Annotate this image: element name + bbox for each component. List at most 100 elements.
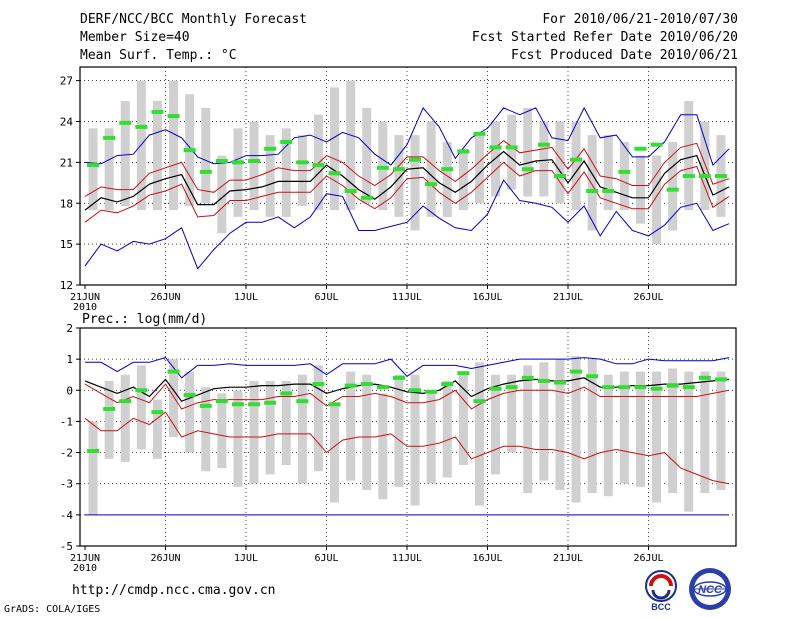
x-tick-label: 26JUL — [633, 553, 663, 564]
y-tick-label: 18 — [60, 197, 73, 210]
source-url[interactable]: http://cmdp.ncc.cma.gov.cn — [72, 583, 276, 598]
y-tick-label: 2 — [66, 322, 73, 335]
median-marker — [441, 167, 454, 172]
spread-bar — [136, 365, 146, 450]
spread-bar — [88, 421, 98, 515]
chart-title: DERF/NCC/BCC Monthly Forecast — [80, 12, 307, 27]
spread-bar — [474, 362, 484, 506]
median-marker — [296, 160, 309, 165]
plot-frame — [79, 327, 737, 547]
spread-bar — [652, 155, 662, 245]
median-marker — [537, 378, 550, 383]
spread-bar — [217, 155, 227, 234]
median-marker — [586, 374, 599, 379]
x-tick-label: 16JUL — [472, 553, 502, 564]
spread-bar — [362, 107, 372, 204]
median-marker — [602, 188, 615, 193]
y-tick-label: 15 — [60, 238, 73, 251]
median-marker — [87, 163, 100, 168]
spread-bar — [104, 380, 114, 459]
spread-bar — [458, 371, 468, 466]
x-tick-label: 21JUN — [70, 292, 100, 303]
spread-bar — [185, 371, 195, 453]
median-marker — [666, 383, 679, 388]
spread-bar — [668, 368, 678, 494]
spread-bar — [587, 135, 597, 231]
series-line-mean — [84, 377, 730, 402]
y-tick-label: 27 — [60, 75, 73, 88]
spread-bar — [587, 359, 597, 494]
median-marker — [698, 174, 711, 178]
spread-bar — [635, 155, 645, 224]
plot-frame — [79, 66, 737, 286]
x-tick-label: 1JUL — [234, 292, 258, 303]
spread-bar — [426, 390, 436, 484]
spread-bar — [104, 128, 114, 211]
x-tick-label: 6JUL — [314, 292, 338, 303]
spread-bar — [152, 399, 162, 459]
median-marker — [666, 187, 679, 192]
median-marker — [360, 382, 373, 387]
median-marker — [521, 167, 534, 172]
spread-bar — [281, 128, 291, 217]
y-tick-label: -4 — [60, 509, 74, 522]
median-marker — [296, 399, 309, 404]
spread-bar — [265, 135, 275, 217]
median-marker — [409, 388, 422, 393]
y-tick-label: 12 — [60, 279, 73, 292]
spread-bar — [684, 101, 694, 211]
median-marker — [167, 369, 180, 374]
median-marker — [264, 146, 277, 151]
median-marker — [409, 157, 422, 162]
median-marker — [199, 169, 212, 174]
series-line-p75 — [84, 139, 730, 197]
spread-bar — [297, 374, 307, 484]
median-marker — [650, 142, 663, 147]
spread-bar — [410, 374, 420, 506]
spread-bar — [700, 121, 710, 211]
spread-bar — [507, 114, 517, 190]
median-marker — [505, 385, 518, 390]
x-tick-year-label: 2010 — [73, 563, 97, 574]
x-tick-year-label: 2010 — [73, 302, 97, 313]
spread-bar — [619, 141, 629, 211]
median-marker — [634, 146, 647, 151]
grads-credit: GrADS: COLA/IGES — [4, 604, 101, 615]
spread-bar — [346, 80, 356, 211]
median-marker — [103, 135, 116, 140]
median-marker — [135, 388, 148, 393]
series-line-p75 — [84, 383, 730, 410]
median-marker — [248, 402, 261, 407]
median-marker — [231, 160, 244, 165]
spread-bar — [201, 387, 211, 472]
member-size-label: Member Size=40 — [80, 30, 190, 45]
spread-bar — [152, 101, 162, 211]
spread-bar — [233, 128, 243, 217]
median-marker — [360, 195, 373, 200]
median-marker — [264, 400, 277, 405]
median-marker — [489, 145, 502, 150]
spread-bar — [394, 135, 404, 217]
median-marker — [167, 114, 180, 119]
median-marker — [183, 148, 196, 153]
median-marker — [570, 369, 583, 374]
median-marker — [392, 375, 405, 380]
y-tick-label: -5 — [60, 540, 73, 553]
spread-bar — [523, 107, 533, 197]
spread-bar — [458, 148, 468, 211]
x-tick-label: 26JUN — [150, 292, 180, 303]
y-tick-label: -2 — [60, 447, 73, 460]
median-marker — [714, 174, 727, 178]
median-marker — [682, 385, 695, 390]
x-tick-label: 21JUL — [553, 292, 583, 303]
spread-bar — [684, 371, 694, 512]
series-line-max — [85, 357, 730, 379]
median-marker — [473, 131, 486, 136]
spread-bar — [700, 371, 710, 494]
median-marker — [505, 145, 518, 150]
median-marker — [570, 157, 583, 162]
spread-bar — [652, 371, 662, 503]
x-tick-label: 11JUL — [392, 292, 422, 303]
series-line-min — [84, 179, 730, 270]
median-marker — [618, 385, 631, 390]
